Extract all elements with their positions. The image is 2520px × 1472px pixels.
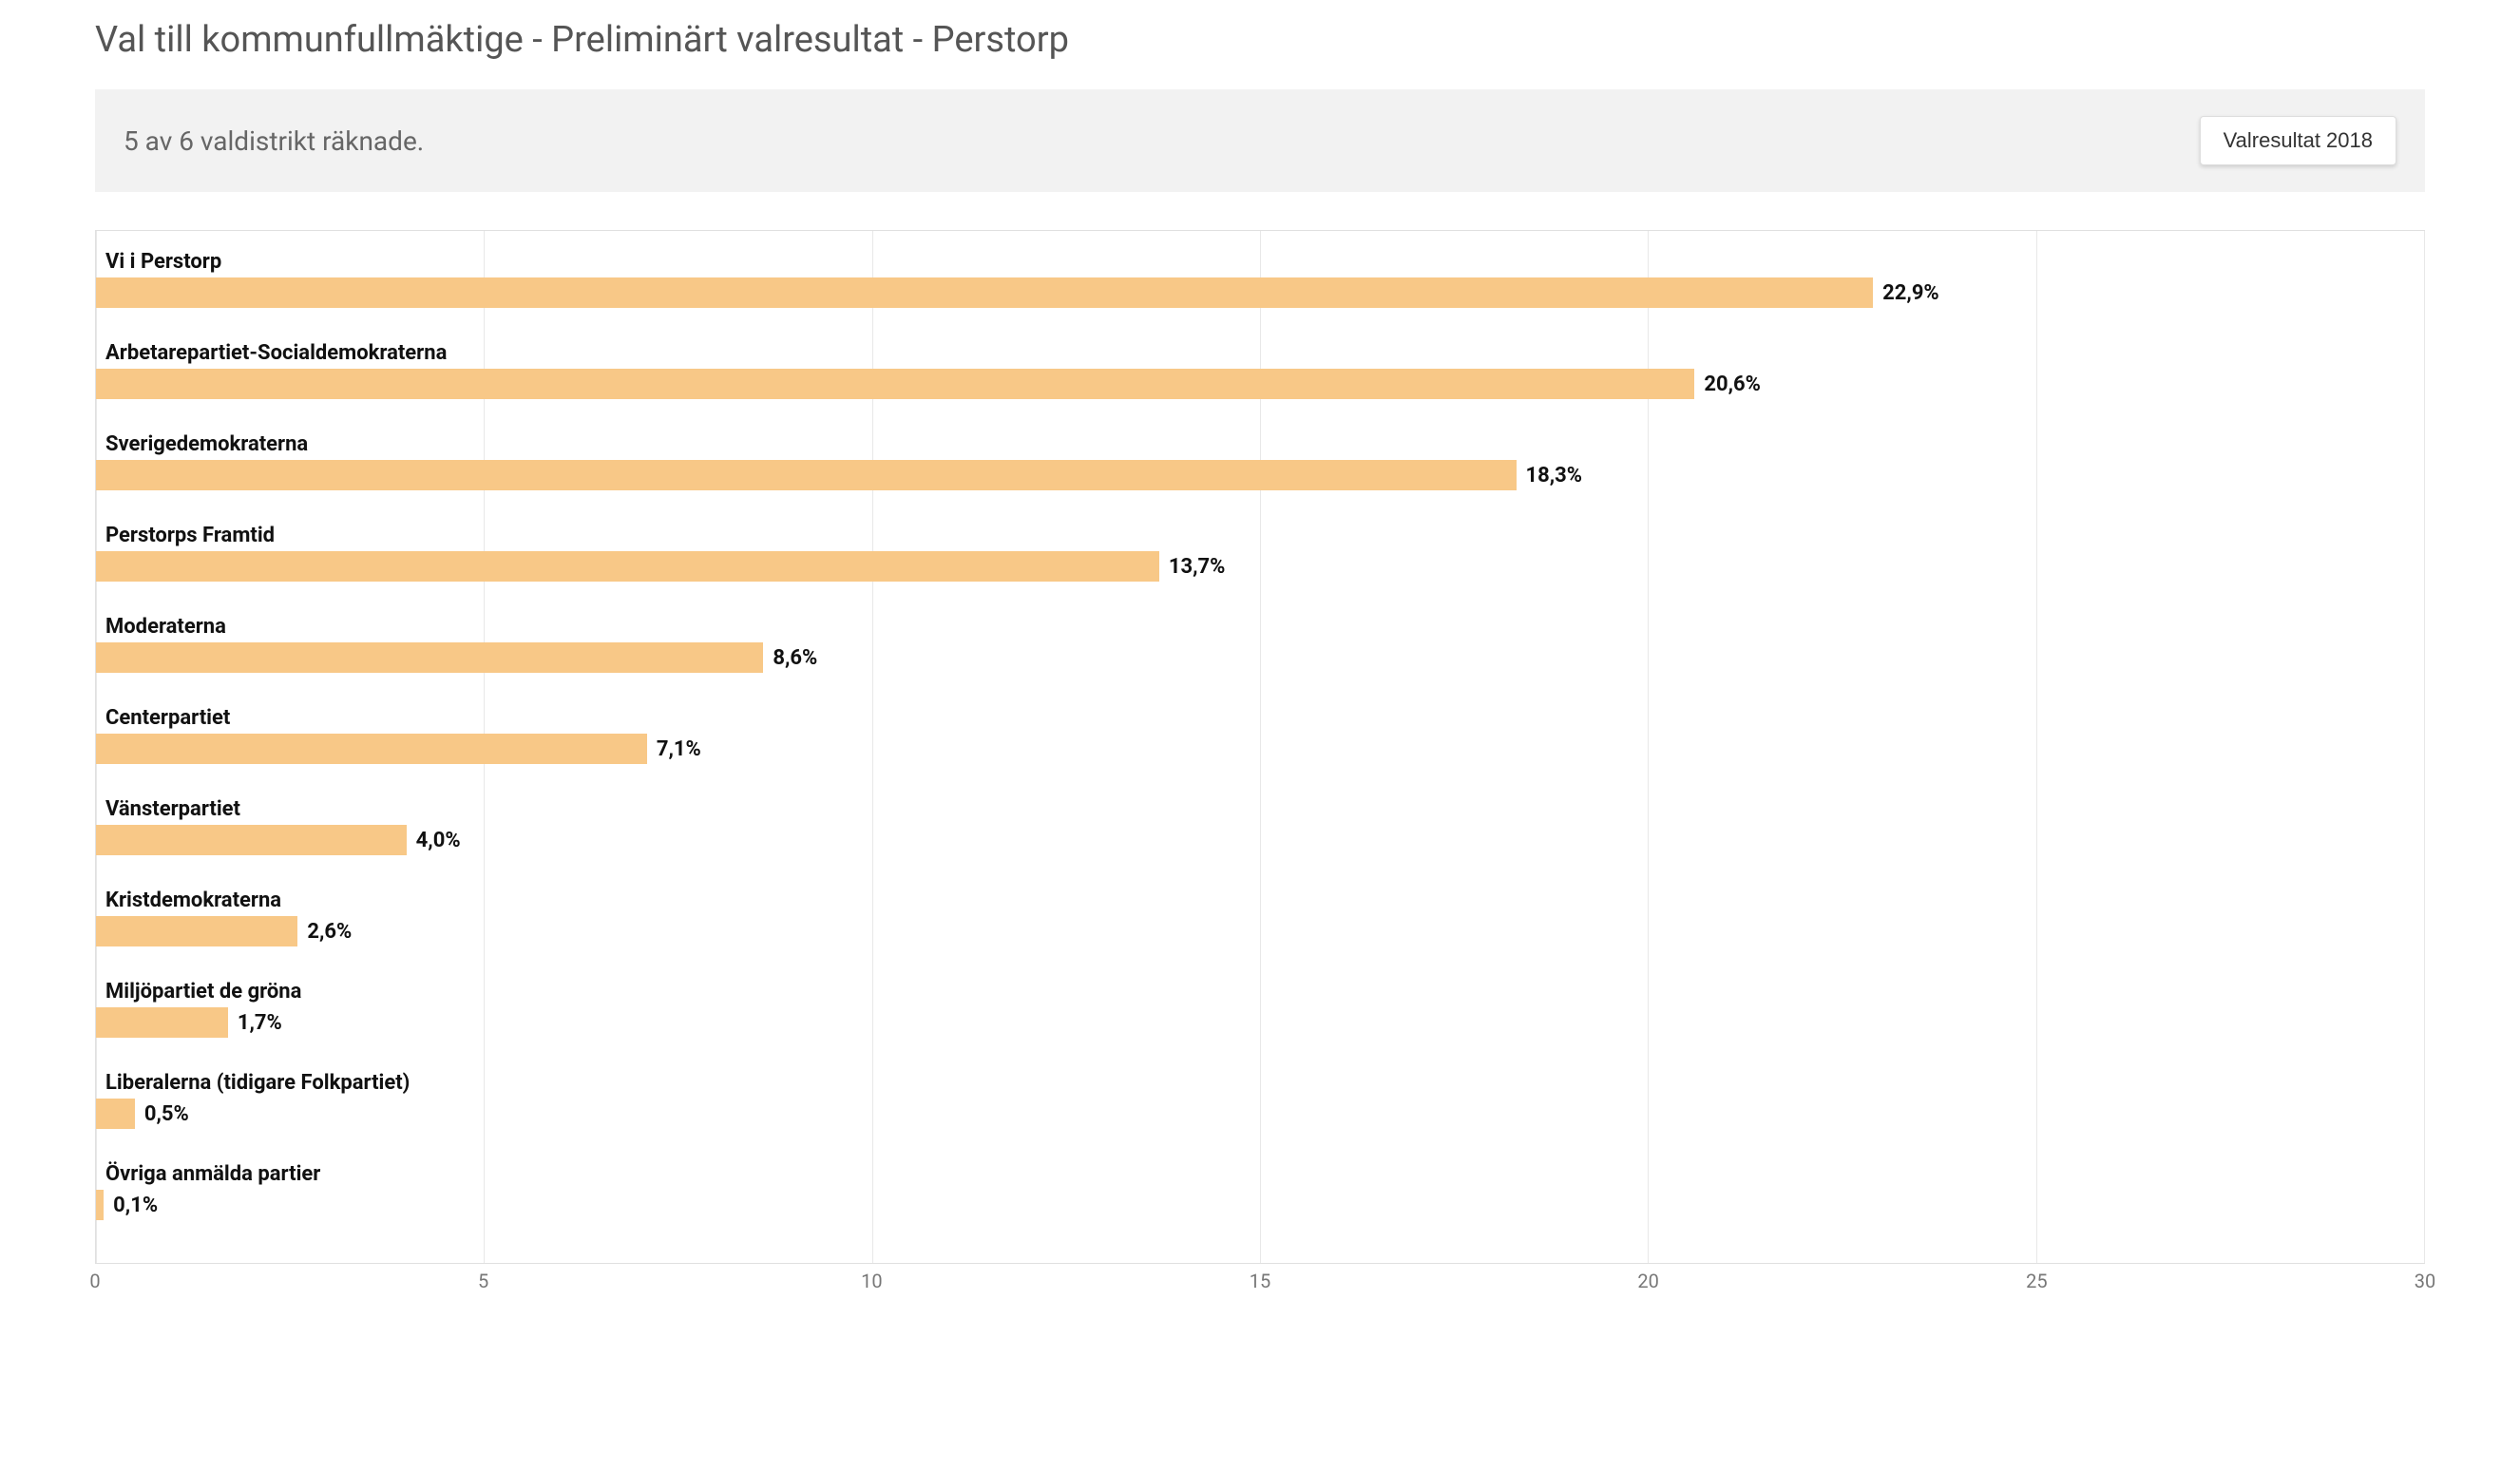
bar-row: 7,1%: [96, 734, 2424, 764]
value-label: 8,6%: [773, 646, 817, 670]
party-label: Vänsterpartiet: [105, 797, 2424, 821]
status-text: 5 av 6 valdistrikt räknade.: [124, 125, 424, 157]
plot-area: Vi i Perstorp 22,9% Arbetarepartiet-Social…: [96, 231, 2424, 1263]
chart-row: Övriga anmälda partier 0,1%: [96, 1162, 2424, 1220]
value-label: 7,1%: [657, 737, 701, 761]
x-tick: 10: [861, 1270, 882, 1292]
chart-row: Perstorps Framtid 13,7%: [96, 524, 2424, 582]
bar-row: 0,1%: [96, 1190, 2424, 1220]
bar-row: 0,5%: [96, 1099, 2424, 1129]
bar-row: 2,6%: [96, 916, 2424, 946]
value-label: 13,7%: [1169, 555, 1226, 579]
chart-row: Vänsterpartiet 4,0%: [96, 797, 2424, 855]
value-label: 0,5%: [144, 1102, 189, 1126]
x-tick: 25: [2026, 1270, 2047, 1292]
previous-results-button[interactable]: Valresultat 2018: [2200, 116, 2396, 165]
value-label: 18,3%: [1526, 464, 1583, 487]
bar-row: 22,9%: [96, 277, 2424, 308]
party-label: Moderaterna: [105, 615, 2424, 639]
bar: [96, 460, 1517, 490]
bar: [96, 1190, 104, 1220]
party-label: Övriga anmälda partier: [105, 1162, 2424, 1186]
party-label: Perstorps Framtid: [105, 524, 2424, 547]
party-label: Sverigedemokraterna: [105, 432, 2424, 456]
x-tick: 0: [89, 1270, 100, 1292]
bar-row: 4,0%: [96, 825, 2424, 855]
party-label: Miljöpartiet de gröna: [105, 980, 2424, 1004]
party-label: Liberalerna (tidigare Folkpartiet): [105, 1071, 2424, 1095]
bar: [96, 825, 407, 855]
status-bar: 5 av 6 valdistrikt räknade. Valresultat …: [95, 89, 2425, 192]
chart-container: Vi i Perstorp 22,9% Arbetarepartiet-Social…: [95, 230, 2425, 1264]
bar: [96, 551, 1159, 582]
chart-row: Kristdemokraterna 2,6%: [96, 889, 2424, 946]
chart-row: Liberalerna (tidigare Folkpartiet) 0,5%: [96, 1071, 2424, 1129]
bar: [96, 916, 297, 946]
party-label: Kristdemokraterna: [105, 889, 2424, 912]
bar: [96, 734, 647, 764]
x-tick: 5: [478, 1270, 488, 1292]
x-tick: 20: [1637, 1270, 1658, 1292]
value-label: 1,7%: [238, 1011, 282, 1035]
x-tick: 30: [2415, 1270, 2435, 1292]
chart-row: Moderaterna 8,6%: [96, 615, 2424, 673]
bar: [96, 1007, 228, 1038]
chart-row: Sverigedemokraterna 18,3%: [96, 432, 2424, 490]
bar-row: 1,7%: [96, 1007, 2424, 1038]
party-label: Vi i Perstorp: [105, 250, 2424, 274]
value-label: 20,6%: [1704, 373, 1761, 396]
x-axis: 051015202530: [95, 1270, 2425, 1308]
party-label: Arbetarepartiet-Socialdemokraterna: [105, 341, 2424, 365]
chart-row: Vi i Perstorp 22,9%: [96, 250, 2424, 308]
chart-row: Centerpartiet 7,1%: [96, 706, 2424, 764]
bar-row: 8,6%: [96, 642, 2424, 673]
bar: [96, 277, 1873, 308]
bar-row: 20,6%: [96, 369, 2424, 399]
gridline: [2424, 231, 2425, 1263]
bar-row: 18,3%: [96, 460, 2424, 490]
chart-row: Arbetarepartiet-Socialdemokraterna 20,6%: [96, 341, 2424, 399]
x-tick: 15: [1250, 1270, 1270, 1292]
value-label: 4,0%: [416, 829, 461, 852]
value-label: 22,9%: [1882, 281, 1939, 305]
bar: [96, 642, 763, 673]
bar: [96, 1099, 135, 1129]
value-label: 2,6%: [307, 920, 352, 944]
bar-row: 13,7%: [96, 551, 2424, 582]
page-title: Val till kommunfullmäktige - Preliminärt…: [95, 19, 2425, 61]
bar: [96, 369, 1694, 399]
value-label: 0,1%: [113, 1194, 158, 1217]
chart-row: Miljöpartiet de gröna 1,7%: [96, 980, 2424, 1038]
party-label: Centerpartiet: [105, 706, 2424, 730]
